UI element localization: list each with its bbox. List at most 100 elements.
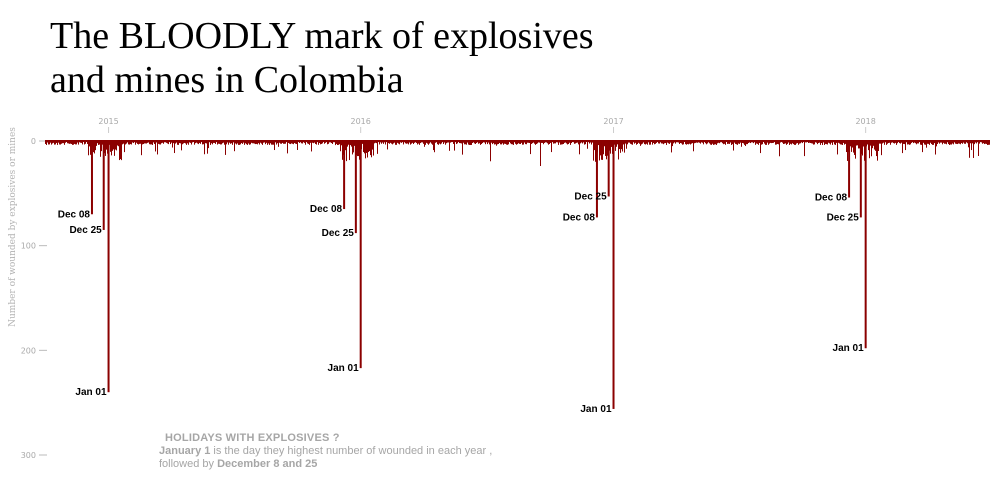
daily-bar	[311, 141, 312, 152]
daily-bar	[523, 141, 524, 145]
daily-bar	[927, 141, 928, 144]
daily-bar	[185, 141, 186, 144]
daily-bar	[771, 141, 772, 144]
daily-bar	[978, 141, 979, 156]
daily-bar	[560, 141, 561, 145]
daily-bar	[411, 141, 412, 144]
daily-bar	[802, 141, 803, 144]
daily-bar	[105, 141, 106, 156]
daily-bar	[423, 141, 424, 144]
y-axis-label: Number of wounded by explosives or mines	[8, 127, 18, 327]
daily-bar	[973, 141, 974, 158]
daily-bar	[419, 141, 420, 145]
daily-bar	[336, 141, 337, 144]
daily-bar	[589, 141, 590, 144]
daily-bar	[339, 141, 340, 145]
daily-bar	[496, 141, 497, 146]
daily-bar	[532, 141, 533, 144]
daily-bar	[639, 141, 640, 144]
daily-bar	[224, 141, 225, 145]
daily-bar	[896, 141, 897, 145]
daily-bar	[392, 141, 393, 145]
daily-bar	[462, 141, 463, 155]
daily-bar	[857, 141, 858, 146]
daily-bar	[594, 141, 595, 151]
daily-bar	[137, 141, 138, 144]
daily-bar	[897, 141, 898, 144]
daily-bar	[936, 141, 937, 147]
daily-bar	[984, 141, 985, 145]
daily-bar	[257, 141, 258, 145]
daily-bar	[547, 141, 548, 144]
daily-bar	[457, 141, 458, 144]
daily-bar	[641, 141, 642, 145]
daily-bar	[327, 141, 328, 145]
daily-bar	[929, 141, 930, 145]
daily-bar	[549, 141, 550, 145]
daily-bar	[131, 141, 132, 145]
peak-bar	[612, 141, 615, 409]
note-january-1: January 1	[159, 445, 211, 457]
daily-bar	[661, 141, 662, 144]
daily-bar	[832, 141, 833, 145]
daily-bar	[388, 141, 389, 144]
daily-bar	[622, 141, 623, 152]
daily-bar	[757, 141, 758, 144]
daily-bar	[918, 141, 919, 144]
daily-bar	[240, 141, 241, 145]
daily-bar	[417, 141, 418, 145]
daily-bar	[512, 141, 513, 145]
daily-bar	[163, 141, 164, 144]
daily-bar	[840, 141, 841, 145]
daily-bar	[786, 141, 787, 145]
daily-bar	[694, 141, 695, 144]
daily-bar	[873, 141, 874, 146]
daily-bar	[479, 141, 480, 144]
daily-bar	[792, 141, 793, 144]
daily-bar	[437, 141, 438, 145]
daily-bar	[332, 141, 333, 144]
daily-bar	[218, 141, 219, 144]
daily-bar	[530, 141, 531, 155]
daily-bar	[102, 141, 103, 145]
daily-bar	[403, 141, 404, 145]
peak-label: Dec 08	[563, 212, 596, 223]
daily-bar	[766, 141, 767, 145]
daily-bar	[724, 141, 725, 144]
daily-bar	[253, 141, 254, 144]
daily-bar	[965, 141, 966, 144]
daily-bar	[658, 141, 659, 144]
daily-bar	[76, 141, 77, 145]
daily-bar	[526, 141, 527, 145]
daily-bar	[618, 141, 619, 160]
daily-bar	[222, 141, 223, 144]
daily-bar	[145, 141, 146, 144]
daily-bar	[934, 141, 935, 144]
daily-bar	[958, 141, 959, 144]
daily-bar	[715, 141, 716, 145]
daily-bar	[347, 141, 348, 147]
daily-bar	[825, 141, 826, 144]
note-line-1-text: is the day they highest number of wounde…	[210, 445, 493, 457]
daily-bar	[368, 141, 369, 153]
daily-bar	[413, 141, 414, 145]
daily-bar	[830, 141, 831, 145]
daily-bar	[814, 141, 815, 145]
daily-bar	[890, 141, 891, 145]
daily-bar	[820, 141, 821, 145]
daily-bar	[335, 141, 336, 146]
daily-bar	[46, 141, 47, 145]
daily-bar	[685, 141, 686, 145]
daily-bar	[107, 141, 108, 154]
daily-bar	[71, 141, 72, 144]
daily-bar	[220, 141, 221, 145]
daily-bar	[461, 141, 462, 144]
daily-bar	[537, 141, 538, 144]
daily-bar	[48, 141, 49, 145]
daily-bar	[582, 141, 583, 144]
daily-bar	[369, 141, 370, 152]
daily-bar	[692, 141, 693, 144]
daily-bar	[853, 141, 854, 153]
daily-bar	[852, 141, 853, 148]
daily-bar	[682, 141, 683, 145]
